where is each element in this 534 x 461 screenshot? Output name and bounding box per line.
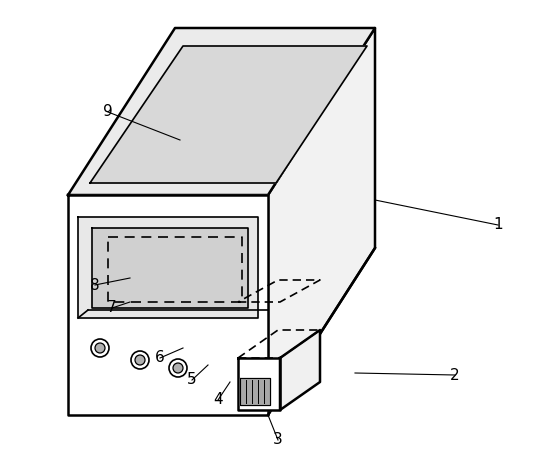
Text: 4: 4 xyxy=(213,392,223,408)
Polygon shape xyxy=(108,237,242,302)
Polygon shape xyxy=(92,228,248,308)
Text: 8: 8 xyxy=(90,278,100,292)
Polygon shape xyxy=(68,28,375,195)
Polygon shape xyxy=(240,378,270,405)
Polygon shape xyxy=(280,330,320,410)
Polygon shape xyxy=(268,28,375,415)
Text: 2: 2 xyxy=(450,367,460,383)
Text: 7: 7 xyxy=(107,301,117,315)
Circle shape xyxy=(95,343,105,353)
Text: 1: 1 xyxy=(493,218,503,232)
Polygon shape xyxy=(78,217,258,318)
Text: 9: 9 xyxy=(103,105,113,119)
Circle shape xyxy=(169,359,187,377)
Circle shape xyxy=(131,351,149,369)
Circle shape xyxy=(91,339,109,357)
Circle shape xyxy=(135,355,145,365)
Polygon shape xyxy=(90,46,367,183)
Polygon shape xyxy=(238,358,280,410)
Text: 6: 6 xyxy=(155,350,165,366)
Text: 3: 3 xyxy=(273,432,283,448)
Circle shape xyxy=(173,363,183,373)
Text: 5: 5 xyxy=(187,372,197,388)
Polygon shape xyxy=(68,195,268,415)
